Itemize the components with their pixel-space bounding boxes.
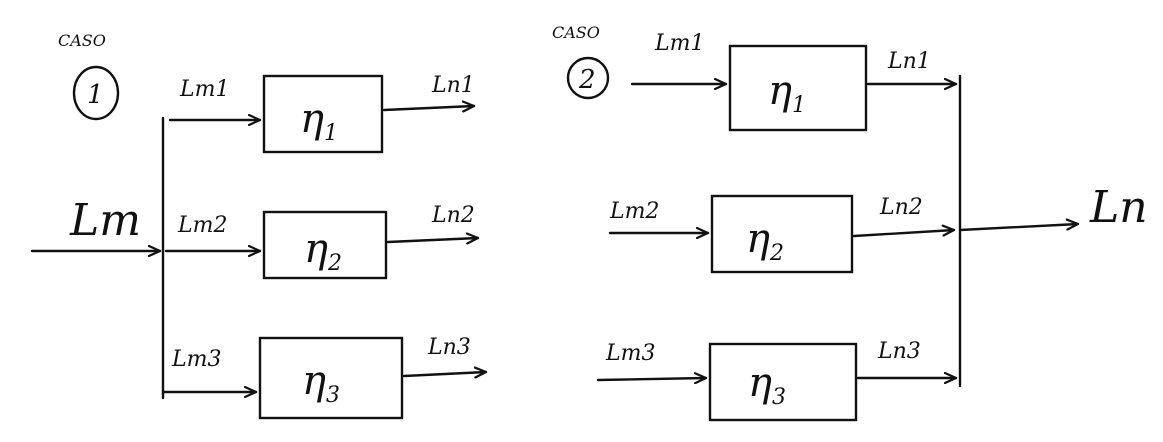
case-2-block-2-eta-symbol: η xyxy=(746,216,770,262)
case-1-branch-3-in-label: Lm3 xyxy=(171,347,221,372)
case-2-number: 2 xyxy=(578,65,596,95)
case-1-branch-2-out-arrow xyxy=(386,238,480,242)
case-2-branch-3-out-label: Ln3 xyxy=(877,339,921,364)
case-2-output-label: Ln xyxy=(1089,182,1148,233)
case-2-branch-3-in-arrow xyxy=(596,378,708,380)
case-2-branch-3-in-label: Lm3 xyxy=(605,341,655,366)
case-2-branch-1-in-label: Lm1 xyxy=(654,31,704,56)
case-2-block-3-eta-subscript: 3 xyxy=(772,385,786,410)
case-2-block-1-eta-symbol: η xyxy=(768,68,792,114)
case-1-block-2 xyxy=(262,210,388,280)
case-2-block-2-eta: η2 xyxy=(746,216,784,266)
case-2-block-2 xyxy=(710,194,854,274)
case-1-block-3 xyxy=(258,336,404,420)
case-1-block-1-eta: η1 xyxy=(300,96,338,146)
case-2-block-2-eta-subscript: 2 xyxy=(769,241,784,266)
case-1-block-1-eta-subscript: 1 xyxy=(324,121,338,146)
case-2-block-3 xyxy=(708,342,858,422)
case-1-diagram: CASO 1 Lm Lm1 η1 Ln1 Lm2 η2 Ln2 Lm3 η3 L… xyxy=(30,31,488,420)
case-2-block-1-eta-subscript: 1 xyxy=(792,93,806,118)
case-2-branch-2-in-label: Lm2 xyxy=(609,199,659,224)
case-1-branch-1-out-arrow xyxy=(382,106,476,110)
case-1-block-2-eta-symbol: η xyxy=(304,226,328,272)
case-1-input-label: Lm xyxy=(69,195,141,246)
case-2-block-1-eta: η1 xyxy=(768,68,806,118)
case-2-branch-2-out-label: Ln2 xyxy=(879,195,923,220)
case-1-branch-1-out-label: Ln1 xyxy=(431,73,475,98)
case-1-caption: CASO xyxy=(58,31,106,50)
case-1-block-2-eta-subscript: 2 xyxy=(327,251,342,276)
case-2-number-circle xyxy=(566,56,610,100)
case-1-block-1-eta-symbol: η xyxy=(300,96,324,142)
case-2-block-3-eta-symbol: η xyxy=(748,360,772,406)
case-2-output-arrow xyxy=(958,224,1080,232)
case-1-block-3-eta-subscript: 3 xyxy=(326,383,340,408)
case-1-block-3-eta-symbol: η xyxy=(302,358,326,404)
case-1-block-2-eta: η2 xyxy=(304,226,342,276)
case-2-block-3-eta: η3 xyxy=(748,360,786,410)
case-1-branch-3-out-label: Ln3 xyxy=(427,335,471,360)
case-1-branch-1-in-label: Lm1 xyxy=(179,77,229,102)
case-2-branch-1-out-label: Ln1 xyxy=(887,49,931,74)
case-2-branch-2-out-arrow xyxy=(852,230,956,238)
case-1-number-circle xyxy=(72,65,120,121)
case-1-branch-2-out-label: Ln2 xyxy=(431,203,475,228)
case-2-block-1 xyxy=(728,44,868,132)
case-1-branch-2-in-label: Lm2 xyxy=(177,213,227,238)
case-1-block-1 xyxy=(262,74,384,154)
case-1-branch-3-out-arrow xyxy=(402,372,488,376)
case-2-diagram: CASO 2 Lm1 η1 Ln1 Lm2 η2 Ln2 Lm3 η3 Ln3 … xyxy=(552,23,1148,422)
case-1-number: 1 xyxy=(87,80,104,110)
case-1-block-3-eta: η3 xyxy=(302,358,340,408)
case-2-caption: CASO xyxy=(552,23,600,42)
